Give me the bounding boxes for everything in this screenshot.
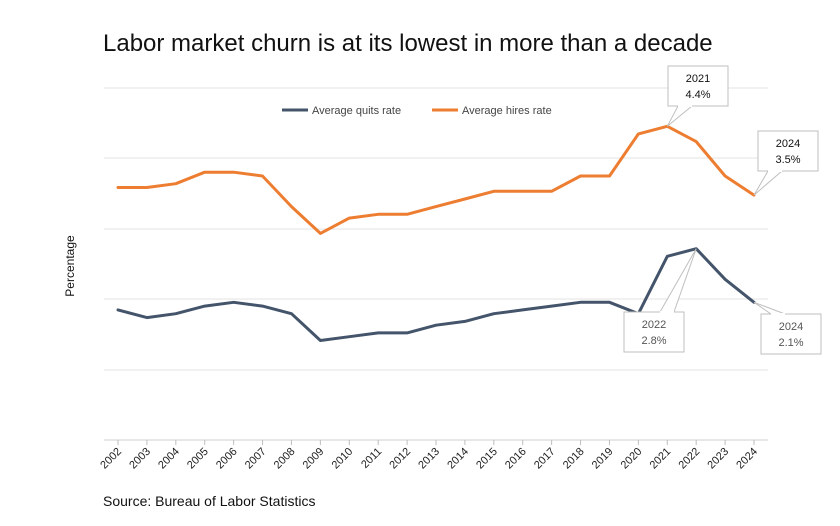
series-line xyxy=(116,124,756,235)
x-tick-label: 2010 xyxy=(330,446,356,472)
x-tick-label: 2016 xyxy=(503,446,529,472)
callout-value: 3.5% xyxy=(775,154,800,166)
x-tick-label: 2014 xyxy=(445,446,471,472)
x-tick-label: 2008 xyxy=(272,446,298,472)
grid-lines xyxy=(104,87,768,371)
x-tick-label: 2019 xyxy=(590,446,616,472)
x-tick-label: 2003 xyxy=(127,446,153,472)
series-lines xyxy=(116,124,756,342)
callout-box xyxy=(760,313,822,355)
legend-label: Average quits rate xyxy=(312,105,401,117)
series-line xyxy=(116,247,756,342)
callout-year: 2022 xyxy=(642,319,666,331)
x-tick-label: 2020 xyxy=(619,446,645,472)
callout-box xyxy=(757,130,819,172)
x-tick-label: 2013 xyxy=(416,446,442,472)
x-tick-label: 2011 xyxy=(359,446,384,471)
legend: Average quits rate Average hires rate xyxy=(282,105,552,117)
callout-year: 2021 xyxy=(686,73,710,85)
x-tick-label: 2005 xyxy=(185,446,211,472)
x-tick-label: 2021 xyxy=(648,446,674,472)
x-axis: 2002 2003 2004 2005 2006 2007 2008 2009 2010 2011… xyxy=(98,439,768,472)
callout-value: 2.1% xyxy=(778,337,803,349)
x-tick-label: 2024 xyxy=(734,446,760,472)
x-tick-label: 2022 xyxy=(677,446,703,472)
callout-pointer xyxy=(666,105,693,127)
x-tick-label: 2018 xyxy=(561,446,587,472)
source-note: Source: Bureau of Labor Statistics xyxy=(103,493,316,509)
callout-pointer xyxy=(659,248,697,313)
callout-pointer xyxy=(753,301,786,315)
x-tick-label: 2004 xyxy=(156,446,182,472)
callout-pointer xyxy=(753,170,783,196)
x-tick-label: 2009 xyxy=(301,446,327,472)
x-tick-label: 2017 xyxy=(532,446,558,472)
x-tick-label: 2007 xyxy=(243,446,269,472)
callout-value: 4.4% xyxy=(685,89,710,101)
callout-year: 2024 xyxy=(776,138,800,150)
legend-label: Average hires rate xyxy=(462,105,552,117)
callout-value: 2.8% xyxy=(641,335,666,347)
callout-year: 2024 xyxy=(779,321,803,333)
x-tick-label: 2002 xyxy=(98,446,124,472)
chart-title: Labor market churn is at its lowest in m… xyxy=(103,30,713,57)
callouts: 2021 4.4% 2024 3.5% 2022 2.8% 2024 2.1% xyxy=(623,65,822,355)
x-tick-label: 2012 xyxy=(387,446,413,472)
callout-box xyxy=(667,65,729,107)
x-tick-label: 2023 xyxy=(705,446,731,472)
x-tick-label: 2015 xyxy=(474,446,500,472)
x-tick-label: 2006 xyxy=(214,446,240,472)
y-axis-label: Percentage xyxy=(63,235,77,297)
